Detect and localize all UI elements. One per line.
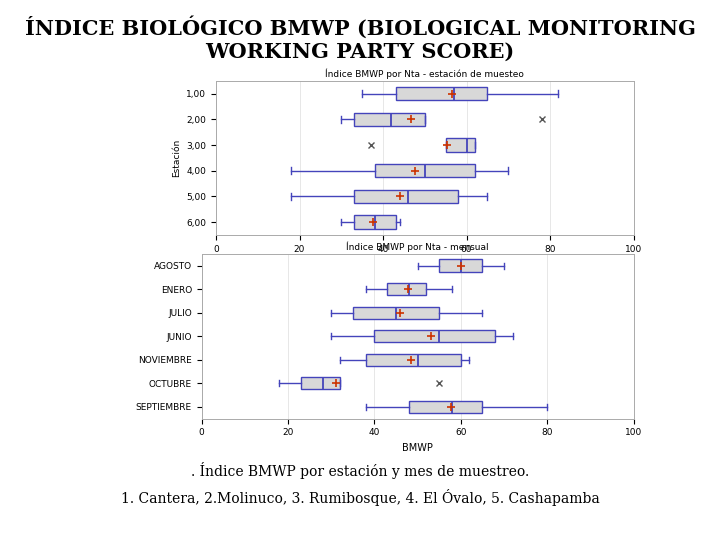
- X-axis label: BMWP: BMWP: [410, 259, 440, 269]
- Text: . Índice BMWP por estación y mes de muestreo.: . Índice BMWP por estación y mes de mues…: [191, 462, 529, 478]
- PathPatch shape: [446, 138, 475, 152]
- PathPatch shape: [409, 401, 482, 413]
- X-axis label: BMWP: BMWP: [402, 443, 433, 453]
- PathPatch shape: [366, 354, 461, 366]
- PathPatch shape: [374, 330, 495, 342]
- PathPatch shape: [301, 377, 340, 389]
- PathPatch shape: [354, 113, 425, 126]
- Text: ÍNDICE BIOLÓGICO BMWP (BIOLOGICAL MONITORING
WORKING PARTY SCORE): ÍNDICE BIOLÓGICO BMWP (BIOLOGICAL MONITO…: [24, 16, 696, 62]
- PathPatch shape: [374, 164, 475, 178]
- PathPatch shape: [354, 190, 458, 203]
- Text: 1. Cantera, 2.Molinuco, 3. Rumibosque, 4. El Óvalo, 5. Cashapamba: 1. Cantera, 2.Molinuco, 3. Rumibosque, 4…: [121, 489, 599, 505]
- Y-axis label: Estación: Estación: [172, 139, 181, 177]
- PathPatch shape: [353, 307, 439, 319]
- Title: Índice BMWP por Nta - estación de muesteo: Índice BMWP por Nta - estación de mueste…: [325, 69, 524, 79]
- PathPatch shape: [354, 215, 395, 229]
- PathPatch shape: [395, 87, 487, 100]
- PathPatch shape: [439, 259, 482, 272]
- PathPatch shape: [387, 283, 426, 295]
- Title: Índice BMWP por Nta - mensual: Índice BMWP por Nta - mensual: [346, 241, 489, 252]
